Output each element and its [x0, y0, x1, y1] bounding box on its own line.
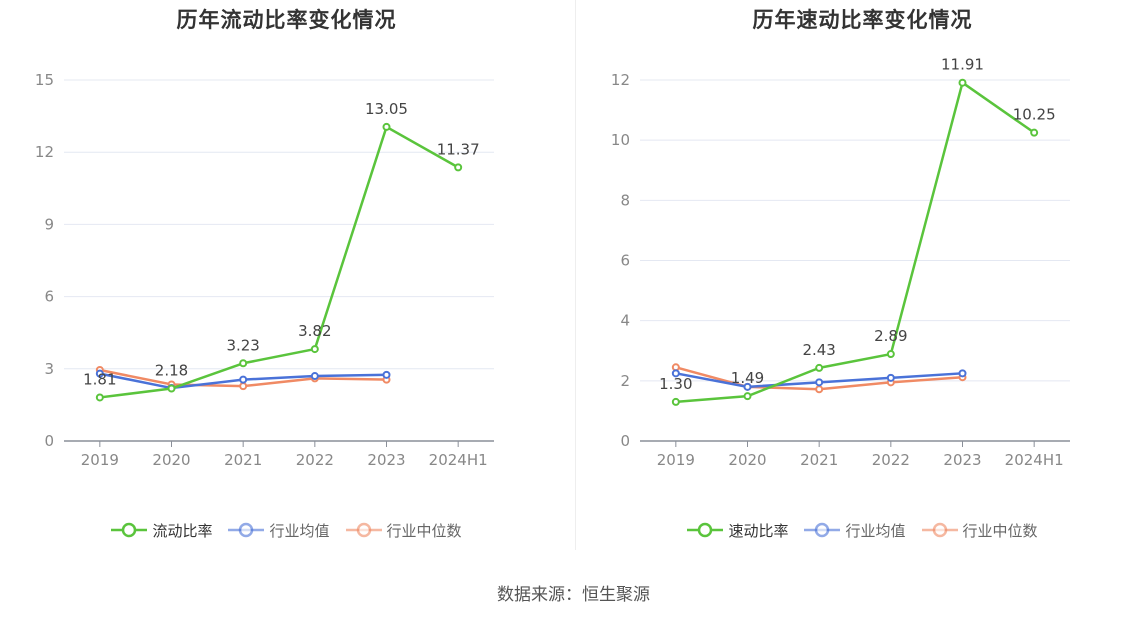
- data-point: [743, 382, 752, 391]
- legend-label: 行业中位数: [962, 521, 1038, 540]
- legend-item[interactable]: 行业中位数: [345, 520, 462, 541]
- data-point: [310, 372, 319, 381]
- x-tick-label: 2023: [367, 451, 405, 469]
- legend-marker-icon: [228, 522, 265, 538]
- legend: 流动比率 行业均值 行业中位数: [0, 519, 573, 541]
- legend-label: 流动比率: [152, 521, 213, 540]
- y-tick-label: 9: [44, 215, 54, 233]
- chart-title: 历年流动比率变化情况: [176, 8, 397, 32]
- x-tick-label: 2020: [728, 451, 766, 469]
- data-label: 1.49: [731, 369, 764, 387]
- data-point: [95, 393, 104, 402]
- data-source-note: 数据来源：恒生聚源: [497, 585, 650, 605]
- y-tick-label: 6: [44, 288, 54, 306]
- y-tick-label: 0: [620, 432, 630, 450]
- legend-circle: [698, 522, 713, 538]
- legend-label: 行业均值: [845, 521, 906, 540]
- x-tick-label: 2021: [800, 451, 838, 469]
- legend-circle: [815, 522, 830, 538]
- legend-label: 行业中位数: [386, 521, 462, 540]
- data-point: [239, 382, 248, 391]
- data-label: 2.43: [802, 341, 835, 359]
- legend-circle: [239, 522, 254, 538]
- y-tick-label: 10: [611, 131, 630, 149]
- y-tick-label: 3: [44, 360, 54, 378]
- data-label: 3.82: [298, 322, 331, 340]
- data-point: [886, 350, 895, 359]
- data-label: 13.05: [365, 100, 408, 118]
- y-tick-label: 6: [620, 252, 630, 270]
- x-tick-label: 2019: [81, 451, 119, 469]
- data-point: [167, 384, 176, 393]
- chart-title: 历年速动比率变化情况: [752, 8, 973, 32]
- data-point: [1030, 128, 1039, 137]
- legend-item[interactable]: 速动比率: [687, 520, 788, 541]
- legend-item[interactable]: 行业均值: [804, 520, 906, 541]
- x-tick-label: 2020: [152, 451, 190, 469]
- legend-label: 行业均值: [269, 521, 330, 540]
- legend: 速动比率 行业均值 行业中位数: [576, 519, 1147, 541]
- data-point: [815, 385, 824, 394]
- data-label: 1.30: [659, 375, 692, 393]
- data-label: 2.18: [155, 362, 188, 380]
- x-tick-label: 2024H1: [1005, 451, 1064, 469]
- y-tick-label: 0: [44, 432, 54, 450]
- x-tick-label: 2021: [224, 451, 262, 469]
- data-label: 11.37: [437, 140, 480, 158]
- data-point: [310, 345, 319, 354]
- data-point: [454, 163, 463, 172]
- data-label: 2.89: [874, 327, 907, 345]
- data-point: [886, 373, 895, 382]
- data-point: [671, 397, 680, 406]
- data-label: 11.91: [941, 56, 984, 74]
- y-tick-label: 4: [620, 312, 630, 330]
- legend-marker-icon: [921, 522, 958, 538]
- data-point: [815, 363, 824, 372]
- current-ratio-panel: 历年流动比率变化情况 0 3 6 9 12 15 2019 2020 2021 2022 2023 2…: [0, 0, 573, 560]
- x-tick-label: 2019: [657, 451, 695, 469]
- current-ratio-chart: 0 3 6 9 12 15 2019 2020 2021 2022 2023 2024H1 1.81 2.…: [35, 71, 494, 469]
- legend-item[interactable]: 行业中位数: [921, 520, 1038, 541]
- y-tick-label: 2: [620, 372, 630, 390]
- x-tick-label: 2024H1: [429, 451, 488, 469]
- x-tick-label: 2022: [872, 451, 910, 469]
- legend-label: 速动比率: [728, 521, 789, 540]
- series-line: [675, 81, 1035, 404]
- data-point: [95, 369, 104, 378]
- y-tick-label: 12: [611, 71, 630, 89]
- legend-marker-icon: [804, 522, 841, 538]
- legend-circle: [122, 522, 137, 538]
- legend-item[interactable]: 行业均值: [228, 520, 330, 541]
- y-tick-label: 8: [620, 191, 630, 209]
- quick-ratio-panel: 历年速动比率变化情况 0 2 4 6 8 10 12 2019 2020 2021 2022 2023…: [576, 0, 1147, 560]
- data-label: 3.23: [226, 336, 259, 354]
- panel-divider: [575, 0, 576, 550]
- series-line: [99, 125, 459, 399]
- data-point: [382, 122, 391, 131]
- data-point: [382, 370, 391, 379]
- y-tick-label: 15: [35, 71, 54, 89]
- data-point: [815, 378, 824, 387]
- legend-circle: [932, 522, 947, 538]
- data-point: [239, 359, 248, 368]
- data-label: 1.81: [83, 370, 116, 388]
- data-point: [671, 369, 680, 378]
- quick-ratio-chart: 0 2 4 6 8 10 12 2019 2020 2021 2022 2023 2024H1 1.30 1…: [611, 56, 1070, 469]
- data-point: [239, 375, 248, 384]
- legend-marker-icon: [111, 522, 148, 538]
- x-tick-label: 2022: [296, 451, 334, 469]
- legend-item[interactable]: 流动比率: [111, 520, 212, 541]
- legend-circle: [356, 522, 371, 538]
- data-point: [743, 392, 752, 401]
- data-label: 10.25: [1013, 106, 1056, 124]
- legend-marker-icon: [345, 522, 382, 538]
- y-tick-label: 12: [35, 143, 54, 161]
- data-point: [958, 369, 967, 378]
- legend-marker-icon: [687, 522, 724, 538]
- x-tick-label: 2023: [943, 451, 981, 469]
- data-point: [958, 78, 967, 87]
